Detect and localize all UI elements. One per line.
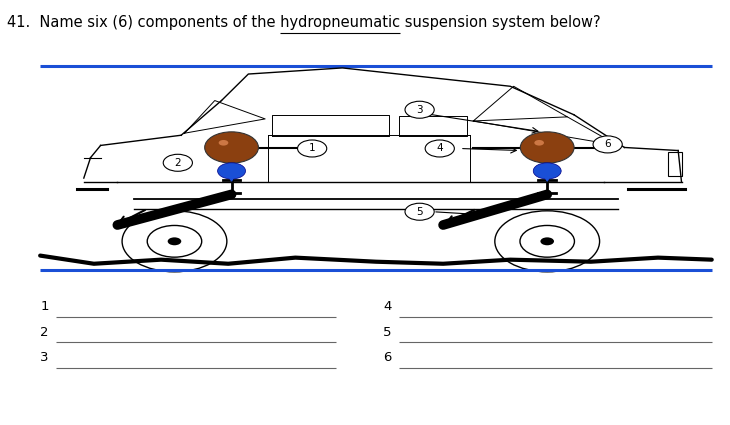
Circle shape — [593, 136, 622, 153]
Text: 41.  Name six (6) components of the hydropneumatic: 41. Name six (6) components of the hydro… — [7, 15, 401, 30]
Bar — [668, 152, 682, 176]
Text: 3: 3 — [40, 351, 49, 364]
Text: 3: 3 — [416, 105, 423, 115]
Text: 2: 2 — [40, 326, 49, 339]
Text: 1: 1 — [309, 144, 315, 153]
Circle shape — [520, 132, 574, 163]
Text: 6: 6 — [383, 351, 391, 364]
Circle shape — [405, 203, 434, 220]
Circle shape — [204, 132, 258, 163]
Text: 5: 5 — [416, 207, 423, 217]
Circle shape — [218, 163, 245, 179]
Text: 1: 1 — [40, 300, 49, 313]
Circle shape — [425, 140, 454, 157]
Polygon shape — [224, 167, 239, 181]
Circle shape — [540, 237, 554, 245]
Circle shape — [298, 140, 327, 157]
Text: 41.  Name six (6) components of the: 41. Name six (6) components of the — [7, 15, 280, 30]
Circle shape — [534, 140, 544, 146]
Text: 4: 4 — [437, 144, 443, 153]
Circle shape — [219, 140, 228, 146]
Text: 5: 5 — [383, 326, 392, 339]
Circle shape — [533, 163, 561, 179]
Circle shape — [164, 154, 193, 171]
Circle shape — [168, 237, 181, 245]
Text: 6: 6 — [604, 139, 611, 150]
Circle shape — [405, 101, 434, 118]
Text: 2: 2 — [174, 158, 181, 168]
Polygon shape — [539, 167, 555, 181]
Text: 41.  Name six (6) components of the hydropneumatic suspension system below?: 41. Name six (6) components of the hydro… — [7, 15, 601, 30]
Text: 4: 4 — [383, 300, 391, 313]
